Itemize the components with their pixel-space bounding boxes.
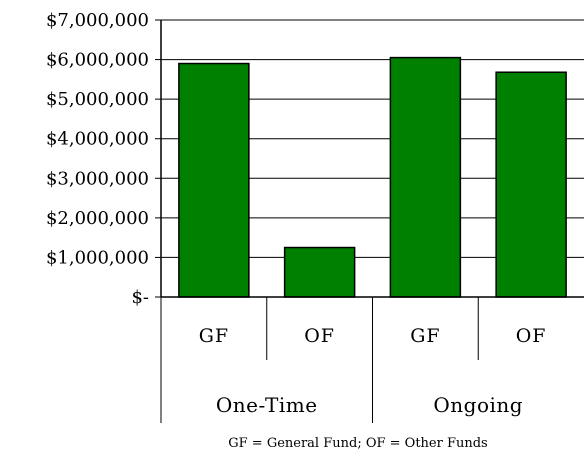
category-label: GF (410, 325, 440, 347)
y-tick-label: $2,000,000 (46, 208, 149, 229)
bar (389, 56, 462, 298)
y-axis-tick-labels: $- $1,000,000 $2,000,000 $3,000,000 $4,000,0… (46, 10, 149, 308)
footnote: GF = General Fund; OF = Other Funds (228, 436, 487, 451)
y-tick-label: $7,000,000 (46, 10, 149, 31)
y-tick-label: $3,000,000 (46, 168, 149, 189)
category-label: OF (304, 325, 335, 347)
x-axis-group-labels: One-Time Ongoing (216, 393, 523, 417)
group-label: One-Time (216, 393, 318, 417)
axes (155, 19, 584, 423)
y-tick-label: $4,000,000 (46, 129, 149, 150)
y-tick-label: $1,000,000 (46, 247, 149, 268)
bar (283, 246, 356, 298)
y-tick-label: $- (131, 287, 149, 308)
bar (495, 71, 567, 298)
x-axis-category-labels: GF OF GF OF (199, 325, 547, 347)
y-tick-label: $5,000,000 (46, 89, 149, 110)
y-tick-label: $6,000,000 (46, 50, 149, 71)
group-label: Ongoing (433, 393, 523, 417)
category-label: GF (199, 325, 229, 347)
bars (178, 56, 567, 298)
category-label: OF (516, 325, 547, 347)
bar (178, 62, 250, 298)
